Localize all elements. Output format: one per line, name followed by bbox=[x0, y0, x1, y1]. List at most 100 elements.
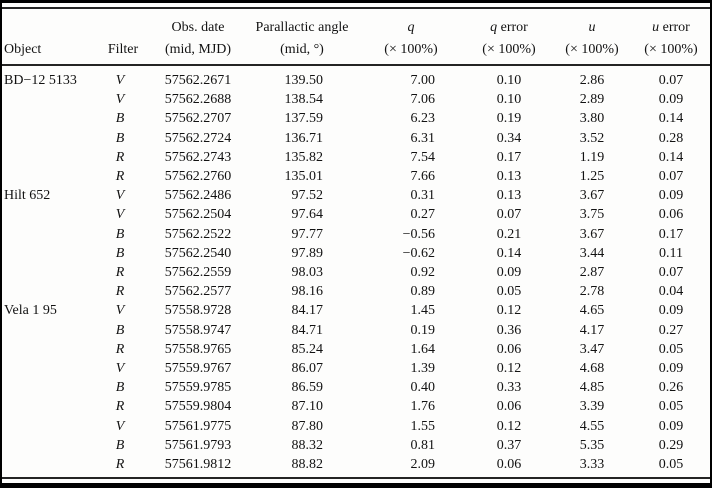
table-row: B 57562.2724 136.71 6.31 0.34 3.52 0.28 bbox=[2, 129, 710, 148]
header-u-symbol: u bbox=[588, 20, 596, 35]
table-row: R 57559.9804 87.10 1.76 0.06 3.39 0.05 bbox=[2, 397, 710, 416]
cell-filter: R bbox=[115, 341, 125, 357]
header-parallactic-angle-label: Parallactic angle bbox=[255, 20, 349, 35]
cell-object bbox=[2, 167, 100, 186]
cell-u: 4.68 bbox=[579, 361, 605, 377]
cell-q_err: 0.13 bbox=[496, 169, 522, 185]
cell-pa: 97.52 bbox=[291, 188, 324, 204]
cell-pa: 87.10 bbox=[291, 399, 324, 415]
cell-q_err: 0.10 bbox=[496, 92, 522, 108]
cell-pa: 88.32 bbox=[291, 437, 324, 453]
header-parallactic-angle: Parallactic angle bbox=[248, 9, 356, 35]
table-row: V 57559.9767 86.07 1.39 0.12 4.68 0.09 bbox=[2, 359, 710, 378]
cell-mjd: 57562.2760 bbox=[164, 169, 232, 185]
cell-filter: B bbox=[115, 226, 125, 242]
cell-q: 2.09 bbox=[410, 457, 436, 473]
cell-filter: R bbox=[115, 169, 125, 185]
cell-u: 3.80 bbox=[579, 111, 605, 127]
cell-q: 7.06 bbox=[410, 92, 436, 108]
cell-filter: R bbox=[115, 399, 125, 415]
cell-mjd: 57559.9804 bbox=[164, 399, 232, 415]
cell-object: Vela 1 95 bbox=[4, 303, 57, 319]
cell-q_err: 0.12 bbox=[496, 303, 522, 319]
cell-u_err: 0.14 bbox=[658, 111, 684, 127]
cell-u_err: 0.09 bbox=[658, 92, 684, 108]
cell-mjd: 57562.2707 bbox=[164, 111, 232, 127]
cell-u: 2.87 bbox=[579, 265, 605, 281]
cell-q_err: 0.37 bbox=[496, 437, 522, 453]
cell-object bbox=[2, 148, 100, 167]
cell-filter: V bbox=[115, 73, 125, 88]
cell-filter: R bbox=[115, 457, 125, 473]
cell-u: 3.44 bbox=[579, 245, 605, 261]
table-row: V 57561.9775 87.80 1.55 0.12 4.55 0.09 bbox=[2, 417, 710, 436]
header-obs-date-label: Obs. date bbox=[171, 20, 225, 35]
cell-q: 1.39 bbox=[410, 361, 436, 377]
cell-filter: B bbox=[115, 437, 125, 453]
cell-u_err: 0.07 bbox=[658, 169, 684, 185]
table-row: R 57562.2559 98.03 0.92 0.09 2.87 0.07 bbox=[2, 263, 710, 282]
cell-q_err: 0.34 bbox=[496, 130, 522, 146]
cell-object bbox=[2, 359, 100, 378]
cell-u_err: 0.05 bbox=[658, 399, 684, 415]
cell-q_err: 0.05 bbox=[496, 284, 522, 300]
cell-q: 0.89 bbox=[410, 284, 436, 300]
cell-mjd: 57562.2577 bbox=[164, 284, 232, 300]
cell-q_err: 0.12 bbox=[496, 418, 522, 434]
cell-filter: B bbox=[115, 111, 125, 127]
header-q-error-symbol: q bbox=[490, 20, 498, 35]
cell-pa: 139.50 bbox=[284, 73, 324, 88]
cell-q_err: 0.33 bbox=[496, 380, 522, 396]
cell-filter: V bbox=[115, 92, 125, 108]
cell-mjd: 57561.9793 bbox=[164, 437, 232, 453]
cell-pa: 138.54 bbox=[284, 92, 324, 108]
cell-object bbox=[2, 90, 100, 109]
cell-mjd: 57559.9767 bbox=[164, 361, 232, 377]
table-row: B 57558.9747 84.71 0.19 0.36 4.17 0.27 bbox=[2, 321, 710, 340]
cell-u: 3.67 bbox=[579, 188, 605, 204]
cell-u: 3.75 bbox=[579, 207, 605, 223]
cell-u: 4.17 bbox=[579, 322, 605, 338]
cell-filter: B bbox=[115, 245, 125, 261]
header-u: u bbox=[552, 9, 632, 35]
cell-q: 6.23 bbox=[410, 111, 436, 127]
cell-pa: 135.01 bbox=[284, 169, 324, 185]
cell-u: 2.86 bbox=[579, 73, 605, 88]
cell-q_err: 0.06 bbox=[496, 341, 522, 357]
cell-mjd: 57558.9747 bbox=[164, 322, 232, 338]
cell-u: 2.89 bbox=[579, 92, 605, 108]
cell-u_err: 0.29 bbox=[658, 437, 684, 453]
cell-u: 3.33 bbox=[579, 457, 605, 473]
cell-object bbox=[2, 321, 100, 340]
table-row: B 57562.2707 137.59 6.23 0.19 3.80 0.14 bbox=[2, 109, 710, 128]
cell-pa: 136.71 bbox=[284, 130, 324, 146]
cell-q_err: 0.09 bbox=[496, 265, 522, 281]
cell-filter: R bbox=[115, 149, 125, 165]
cell-q: −0.62 bbox=[402, 245, 435, 261]
header-u-error-units: (× 100%) bbox=[644, 42, 698, 57]
cell-pa: 87.80 bbox=[291, 418, 324, 434]
header-filter: Filter bbox=[107, 42, 139, 57]
cell-pa: 98.16 bbox=[291, 284, 324, 300]
cell-u: 1.25 bbox=[579, 169, 605, 185]
cell-u_err: 0.09 bbox=[658, 418, 684, 434]
cell-u: 3.52 bbox=[579, 130, 605, 146]
cell-u_err: 0.06 bbox=[658, 207, 684, 223]
cell-mjd: 57558.9728 bbox=[164, 303, 232, 319]
table-body: BD−12 5133 V 57562.2671 139.50 7.00 0.10 2.86 0… bbox=[2, 65, 710, 474]
cell-pa: 97.89 bbox=[291, 245, 324, 261]
header-u-error-rest: error bbox=[659, 20, 690, 35]
cell-q: 1.76 bbox=[410, 399, 436, 415]
cell-pa: 97.64 bbox=[291, 207, 324, 223]
cell-filter: V bbox=[115, 418, 125, 434]
cell-u: 4.85 bbox=[579, 380, 605, 396]
cell-mjd: 57562.2540 bbox=[164, 245, 232, 261]
cell-u: 3.67 bbox=[579, 226, 605, 242]
cell-u_err: 0.04 bbox=[658, 284, 684, 300]
cell-mjd: 57562.2688 bbox=[164, 92, 232, 108]
cell-filter: V bbox=[115, 207, 125, 223]
cell-u_err: 0.05 bbox=[658, 341, 684, 357]
cell-u: 4.65 bbox=[579, 303, 605, 319]
cell-u_err: 0.07 bbox=[658, 73, 684, 88]
